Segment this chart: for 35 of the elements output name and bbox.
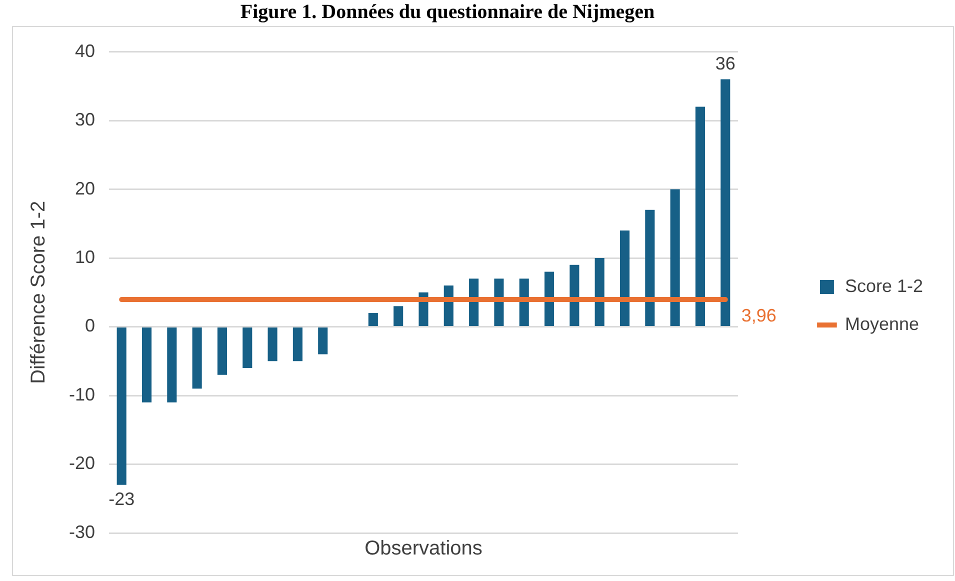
bar (670, 189, 680, 326)
bar (167, 328, 177, 402)
chart-title: Figure 1. Données du questionnaire de Nijmegen (239, 0, 656, 25)
data-label: 36 (715, 53, 736, 74)
data-label: -23 (108, 488, 135, 509)
bar (318, 328, 328, 354)
x-axis-title: Observations (364, 538, 482, 560)
y-tick-label: -30 (69, 522, 96, 542)
y-tick-label: 40 (74, 40, 96, 61)
bar (720, 79, 730, 326)
y-tick-label: -10 (69, 384, 96, 404)
bar (292, 328, 302, 362)
y-tick-label: 10 (74, 246, 96, 267)
bar (594, 258, 604, 326)
legend-label: Score 1-2 (844, 276, 924, 296)
bar (695, 106, 706, 326)
y-axis-title: Différence Score 1-2 (28, 200, 50, 384)
y-tick-label: 30 (74, 110, 96, 130)
bar (192, 328, 202, 389)
bar (645, 210, 655, 326)
bar (570, 264, 580, 326)
data-label: 3,96 (741, 306, 776, 326)
y-tick-label: 20 (74, 178, 96, 198)
bar (368, 313, 378, 326)
bar (116, 328, 126, 485)
legend-label: Moyenne (844, 314, 920, 334)
bar (242, 328, 252, 368)
bar (217, 328, 228, 375)
y-tick-label: -20 (69, 453, 96, 474)
bar (620, 230, 630, 326)
bar (394, 306, 404, 326)
bar (268, 328, 278, 362)
bar (544, 272, 554, 326)
bar (142, 328, 152, 402)
y-tick-label: 0 (85, 316, 96, 336)
